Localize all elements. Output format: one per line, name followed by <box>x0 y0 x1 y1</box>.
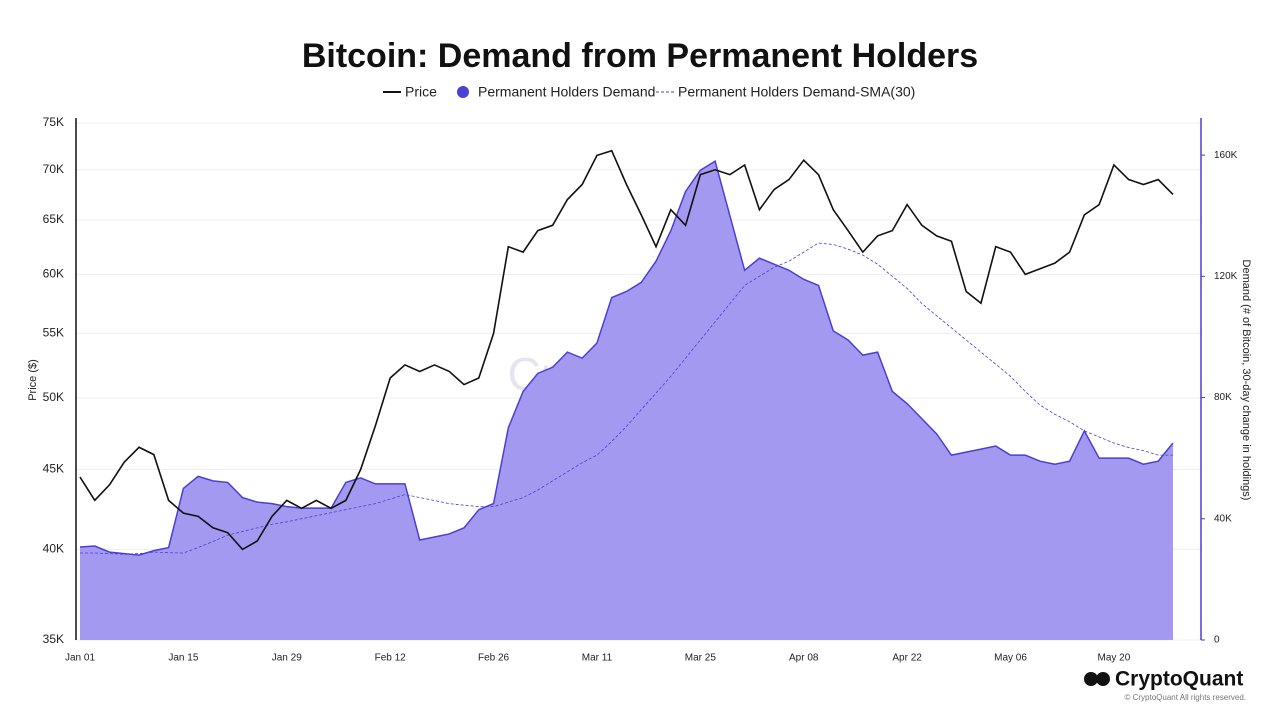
demand-outline <box>79 160 1174 556</box>
brand: CryptoQuant <box>1115 668 1243 691</box>
legend-label: Price <box>405 84 437 100</box>
x-tick-label: Jan 15 <box>168 653 198 664</box>
x-tick-label: Apr 22 <box>892 653 922 664</box>
legend-label: Permanent Holders Demand-SMA(30) <box>678 84 915 100</box>
legend-item: Permanent Holders Demand-SMA(30) <box>656 84 915 100</box>
y2-tick-label: 160K <box>1214 150 1238 161</box>
y-tick-label: 55K <box>43 326 64 340</box>
y2-tick-label: 80K <box>1214 392 1232 403</box>
y-tick-label: 50K <box>43 390 64 404</box>
y-tick-label: 45K <box>43 462 64 476</box>
x-tick-label: Jan 29 <box>272 653 302 664</box>
y-tick-label: 40K <box>43 542 64 556</box>
brand-logo <box>1084 672 1110 686</box>
demand-area <box>80 161 1173 640</box>
legend-marker <box>457 86 469 98</box>
y2-tick-label: 40K <box>1214 513 1232 524</box>
y2-tick-label: 0 <box>1214 635 1220 646</box>
chart-title: Bitcoin: Demand from Permanent Holders <box>302 37 978 75</box>
y-tick-label: 65K <box>43 212 64 226</box>
x-tick-label: May 20 <box>1098 653 1131 664</box>
y-tick-label: 75K <box>43 115 64 129</box>
x-tick-label: Feb 26 <box>478 653 510 664</box>
y2-tick-label: 120K <box>1214 271 1238 282</box>
x-tick-label: Jan 01 <box>65 653 95 664</box>
y-axis-title: Price ($) <box>27 359 39 401</box>
price-line <box>79 149 1174 551</box>
y2-axis-title: Demand (# of Bitcoin, 30-day change in h… <box>1240 260 1252 501</box>
x-tick-label: Apr 08 <box>789 653 819 664</box>
legend-label: Permanent Holders Demand <box>478 84 655 100</box>
x-tick-label: Mar 25 <box>685 653 717 664</box>
x-tick-label: May 06 <box>994 653 1027 664</box>
copyright: © CryptoQuant All rights reserved. <box>1125 693 1247 702</box>
x-tick-label: Mar 11 <box>582 653 613 664</box>
y-tick-label: 60K <box>43 267 64 281</box>
y-tick-label: 70K <box>43 162 64 176</box>
x-tick-label: Feb 12 <box>375 653 407 664</box>
legend-item: Permanent Holders Demand <box>457 84 655 100</box>
legend-item: Price <box>383 84 437 100</box>
y-tick-label: 35K <box>43 632 64 646</box>
sma-line <box>80 242 1173 555</box>
